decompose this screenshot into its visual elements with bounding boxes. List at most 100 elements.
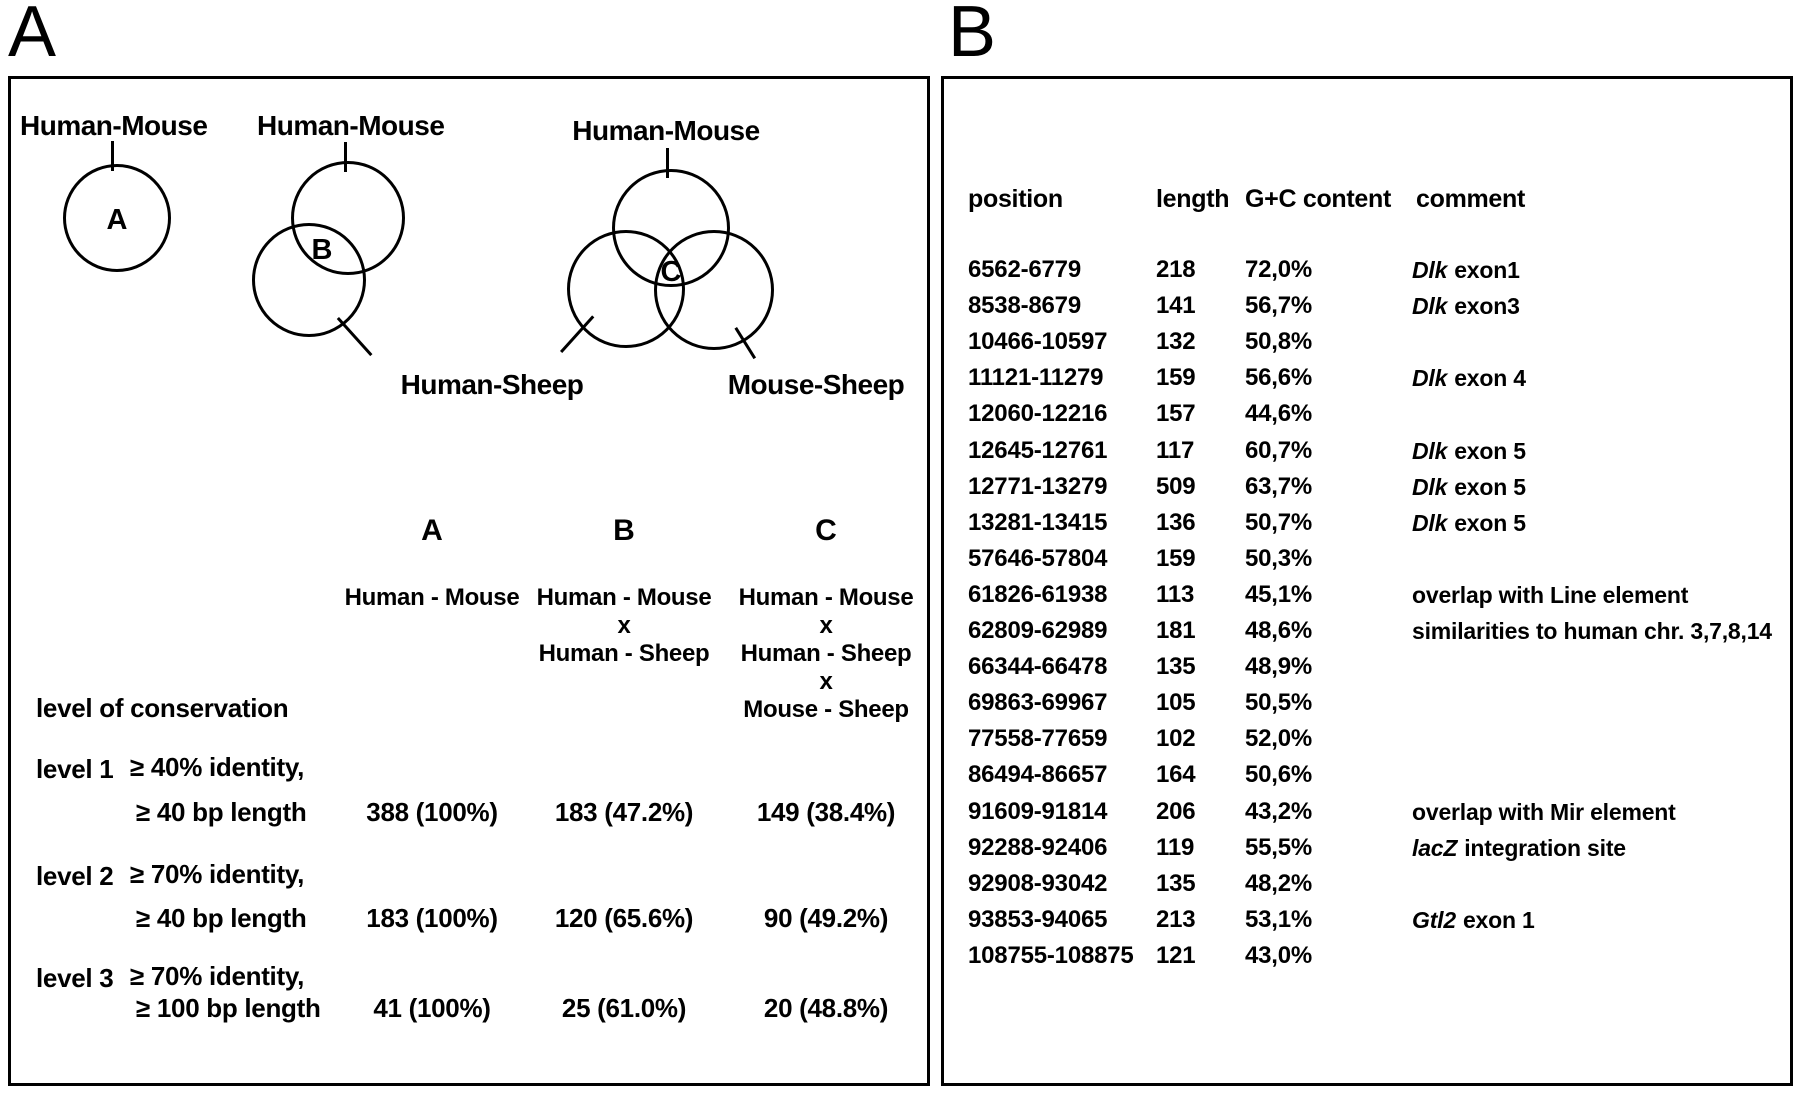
gc-cell-gc-content: 50,5%	[1245, 689, 1313, 716]
gc-cell-gc-content: 43,2%	[1245, 798, 1313, 825]
cons-criteria-line2: ≥ 100 bp length	[136, 993, 321, 1023]
gc-cell-length: 159	[1156, 364, 1196, 391]
gc-cell-gc-content: 53,1%	[1245, 906, 1313, 933]
cons-level-label: level 1	[36, 754, 114, 784]
gc-cell-gc-content: 50,8%	[1245, 328, 1313, 355]
gc-cell-position: 62809-62989	[968, 617, 1108, 644]
gc-cell-position: 12771-13279	[968, 473, 1108, 500]
gene-name-italic: Dlk	[1412, 365, 1448, 391]
cons-col-letter-a: A	[421, 514, 443, 547]
gc-cell-gc-content: 50,3%	[1245, 545, 1313, 572]
venn1-circle-human-mouse	[63, 164, 171, 272]
gc-cell-length: 132	[1156, 328, 1196, 355]
cons-criteria-line1: ≥ 40% identity,	[130, 752, 304, 782]
gc-cell-position: 77558-77659	[968, 725, 1108, 752]
gc-cell-length: 157	[1156, 400, 1196, 427]
venn2-region-label: B	[311, 234, 333, 266]
gene-name-italic: Gtl2	[1412, 907, 1456, 933]
venn2-title: Human-Mouse	[257, 110, 445, 141]
gc-header-comment: comment	[1416, 185, 1526, 213]
cons-col-subtitle-line: Human - Mouse	[344, 584, 520, 611]
gc-cell-comment: Dlk exon3	[1412, 293, 1520, 319]
panel-a-frame	[8, 76, 930, 1086]
gc-cell-length: 121	[1156, 942, 1196, 969]
gene-name-italic: lacZ	[1412, 835, 1458, 861]
gc-cell-comment: Gtl2 exon 1	[1412, 907, 1535, 933]
cons-value: 183 (100%)	[366, 903, 498, 933]
gc-cell-length: 509	[1156, 473, 1196, 500]
gc-cell-length: 136	[1156, 509, 1196, 536]
gene-name-italic: Dlk	[1412, 510, 1448, 536]
gc-cell-length: 113	[1156, 581, 1195, 608]
gc-cell-length: 164	[1156, 761, 1196, 788]
gc-cell-position: 86494-86657	[968, 761, 1108, 788]
gc-cell-length: 135	[1156, 653, 1196, 680]
venn2-tick-line	[344, 142, 347, 172]
cons-level-label: level 3	[36, 963, 114, 993]
gc-cell-position: 66344-66478	[968, 653, 1108, 680]
gc-cell-comment: overlap with Line element	[1412, 582, 1689, 608]
gc-cell-comment: overlap with Mir element	[1412, 799, 1676, 825]
gc-cell-length: 218	[1156, 256, 1196, 283]
venn3-region-label: C	[660, 256, 682, 288]
cons-col-subtitle-b: Human - Mouse x Human - Sheep	[514, 584, 734, 668]
gc-cell-length: 213	[1156, 906, 1196, 933]
gene-name-italic: Dlk	[1412, 257, 1448, 283]
cons-col-subtitle-line: x	[617, 612, 631, 639]
cons-col-subtitle-line: Human - Mouse	[738, 584, 914, 611]
cons-value: 183 (47.2%)	[554, 797, 694, 827]
gene-name-italic: Dlk	[1412, 438, 1448, 464]
gc-cell-position: 57646-57804	[968, 545, 1108, 572]
cons-col-subtitle-line: Mouse - Sheep	[743, 696, 909, 723]
gene-name-italic: Dlk	[1412, 474, 1448, 500]
gc-cell-length: 181	[1156, 617, 1196, 644]
venn1-title: Human-Mouse	[20, 110, 208, 141]
gc-cell-comment: lacZ integration site	[1412, 835, 1626, 861]
gc-header-length: length	[1156, 185, 1230, 213]
gc-cell-length: 119	[1156, 834, 1195, 861]
gc-cell-comment: Dlk exon 5	[1412, 474, 1526, 500]
gc-cell-position: 12645-12761	[968, 437, 1108, 464]
venn2-circle-human-sheep	[252, 223, 366, 337]
cons-value: 120 (65.6%)	[554, 903, 694, 933]
gc-cell-gc-content: 55,5%	[1245, 834, 1313, 861]
gc-header-gc-content: G+C content	[1245, 185, 1392, 213]
gc-cell-position: 12060-12216	[968, 400, 1108, 427]
cons-col-subtitle-line: Human - Mouse	[536, 584, 712, 611]
gc-cell-gc-content: 43,0%	[1245, 942, 1313, 969]
gc-cell-length: 141	[1156, 292, 1196, 319]
gc-cell-gc-content: 60,7%	[1245, 437, 1313, 464]
gc-cell-gc-content: 45,1%	[1245, 581, 1313, 608]
cons-criteria-line1: ≥ 70% identity,	[130, 859, 304, 889]
gc-cell-position: 11121-11279	[968, 364, 1104, 391]
gc-cell-length: 135	[1156, 870, 1196, 897]
cons-col-subtitle-line: x	[819, 668, 833, 695]
gc-cell-comment: similarities to human chr. 3,7,8,14	[1412, 618, 1772, 644]
gc-cell-gc-content: 48,6%	[1245, 617, 1313, 644]
gc-cell-gc-content: 48,2%	[1245, 870, 1313, 897]
gc-cell-gc-content: 44,6%	[1245, 400, 1313, 427]
cons-value: 20 (48.8%)	[763, 993, 889, 1023]
gc-cell-position: 61826-61938	[968, 581, 1108, 608]
venn3-circle-mouse-sheep	[654, 230, 774, 350]
cons-value: 90 (49.2%)	[763, 903, 889, 933]
gc-cell-position: 13281-13415	[968, 509, 1108, 536]
cons-value: 41 (100%)	[373, 993, 491, 1023]
cons-col-subtitle-line: Human - Sheep	[538, 640, 710, 667]
cons-level-label: level 2	[36, 861, 114, 891]
cons-col-subtitle-c: Human - Mouse x Human - Sheep x Mouse - Shee…	[716, 584, 936, 724]
gc-cell-length: 117	[1156, 437, 1195, 464]
gc-cell-comment: Dlk exon1	[1412, 257, 1520, 283]
venn1-region-label: A	[106, 204, 128, 236]
gc-cell-gc-content: 72,0%	[1245, 256, 1313, 283]
panel-a-letter: A	[8, 0, 57, 72]
gc-cell-position: 108755-108875	[968, 942, 1134, 969]
cons-section-label: level of conservation	[36, 693, 289, 723]
cons-value: 149 (38.4%)	[756, 797, 896, 827]
gc-cell-length: 105	[1156, 689, 1196, 716]
cons-col-subtitle-a: Human - Mouse	[322, 584, 542, 612]
cons-col-subtitle-line: x	[819, 612, 833, 639]
gc-cell-comment: Dlk exon 5	[1412, 510, 1526, 536]
gc-cell-position: 69863-69967	[968, 689, 1108, 716]
venn1-tick-line	[111, 141, 114, 171]
